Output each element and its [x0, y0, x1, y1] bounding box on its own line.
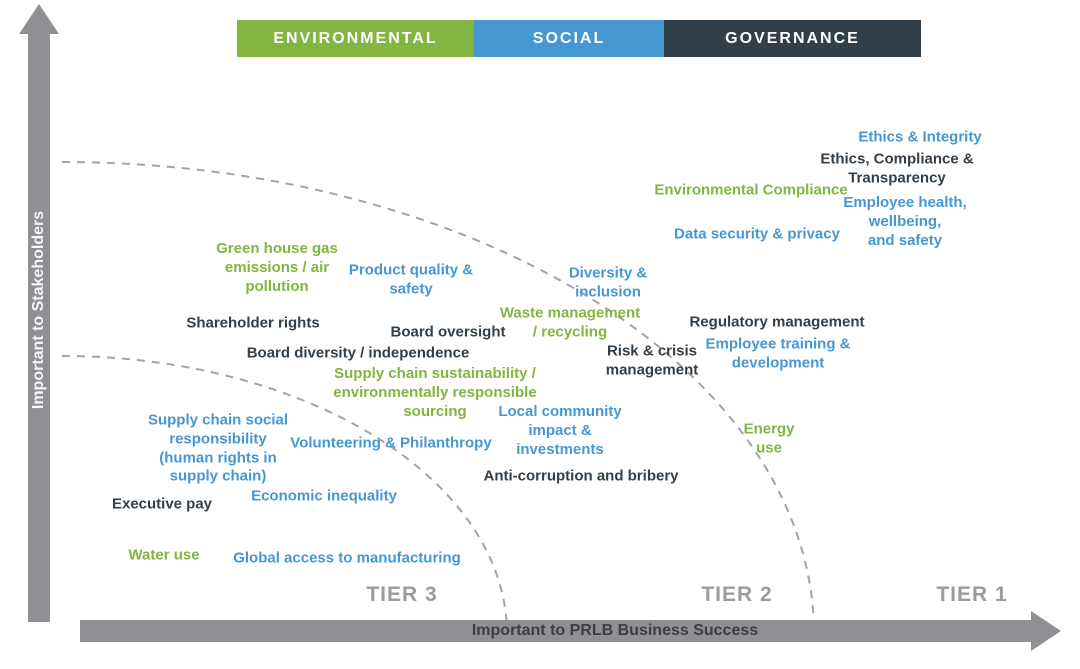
x-axis-arrowhead-icon: [1031, 611, 1061, 651]
matrix-label: Supply chain sustainability / environmen…: [333, 364, 537, 420]
matrix-label: Green house gas emissions / air pollutio…: [216, 239, 338, 295]
matrix-label: Executive pay: [111, 495, 213, 513]
matrix-label: Volunteering & Philanthropy: [290, 434, 492, 452]
matrix-label: Anti-corruption and bribery: [483, 467, 679, 485]
matrix-label: Risk & crisis management: [605, 342, 699, 378]
matrix-label: Shareholder rights: [186, 314, 320, 332]
x-axis-arrow: [80, 620, 1033, 642]
matrix-label: Data security & privacy: [674, 225, 840, 243]
y-axis-arrow: [28, 32, 50, 622]
matrix-label: Employee training & development: [705, 335, 851, 371]
matrix-label: Diversity & inclusion: [568, 264, 648, 300]
y-axis-arrowhead-icon: [19, 4, 59, 34]
matrix-label: Product quality & safety: [348, 261, 474, 297]
matrix-label: Regulatory management: [689, 313, 865, 331]
matrix-label: Board diversity / independence: [246, 344, 470, 362]
tier-3-label: TIER 3: [366, 583, 438, 606]
matrix-label: Energy use: [743, 420, 795, 456]
legend-item-governance: GOVERNANCE: [664, 20, 921, 57]
legend-item-social: SOCIAL: [474, 20, 664, 57]
legend-item-environmental: ENVIRONMENTAL: [237, 20, 474, 57]
matrix-label: Global access to manufacturing: [233, 549, 461, 567]
matrix-label: Employee health, wellbeing, and safety: [843, 193, 967, 249]
legend: ENVIRONMENTAL SOCIAL GOVERNANCE: [237, 20, 921, 57]
tier-1-label: TIER 1: [936, 583, 1008, 606]
matrix-label: Board oversight: [390, 323, 506, 341]
matrix-label: Supply chain social responsibility (huma…: [147, 411, 289, 485]
x-axis-label: Important to PRLB Business Success: [471, 622, 759, 639]
tier-2-label: TIER 2: [701, 583, 773, 606]
y-axis-label: Important to Stakeholders: [30, 210, 47, 410]
matrix-label: Economic inequality: [251, 487, 397, 505]
matrix-label: Local community impact & investments: [498, 402, 622, 458]
matrix-label: Ethics & Integrity: [858, 128, 982, 146]
matrix-label: Waste management / recycling: [499, 304, 641, 340]
matrix-label: Ethics, Compliance & Transparency: [820, 150, 974, 186]
matrix-label: Water use: [128, 546, 200, 564]
matrix-label: Environmental Compliance: [654, 181, 848, 199]
